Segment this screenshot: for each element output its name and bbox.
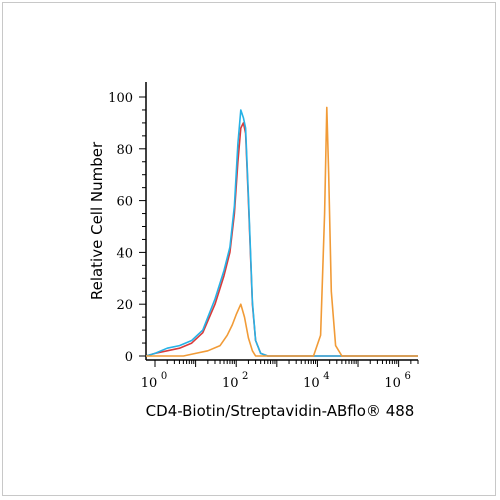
y-axis-label: Relative Cell Number <box>88 141 106 300</box>
x-tick-label: 10 <box>384 376 401 391</box>
y-tick-label: 80 <box>116 143 133 158</box>
x-axis-ticks: 10 0 10 2 10 4 10 6 <box>141 360 419 391</box>
x-tick-exponent: 2 <box>242 371 248 382</box>
y-tick-label: 20 <box>116 298 133 313</box>
figure-frame <box>2 2 496 496</box>
x-tick-label: 10 <box>222 376 239 391</box>
x-axis-label: CD4-Biotin/Streptavidin-ABflo® 488 <box>146 402 415 420</box>
y-axis-ticks: 0 20 40 60 80 100 <box>108 91 146 365</box>
histogram-series-3 <box>146 106 418 357</box>
y-tick-label: 60 <box>116 195 133 210</box>
y-tick-label: 40 <box>116 246 133 261</box>
y-tick-label: 0 <box>125 350 133 365</box>
histogram-series-1 <box>145 122 418 357</box>
x-tick-exponent: 6 <box>404 371 410 382</box>
series-layer <box>145 106 418 357</box>
x-tick-exponent: 4 <box>323 371 329 382</box>
histogram-series-2 <box>145 109 418 357</box>
x-tick-exponent: 0 <box>161 371 167 382</box>
x-tick-label: 10 <box>141 376 158 391</box>
x-tick-label: 10 <box>303 376 320 391</box>
y-tick-label: 100 <box>108 91 133 106</box>
